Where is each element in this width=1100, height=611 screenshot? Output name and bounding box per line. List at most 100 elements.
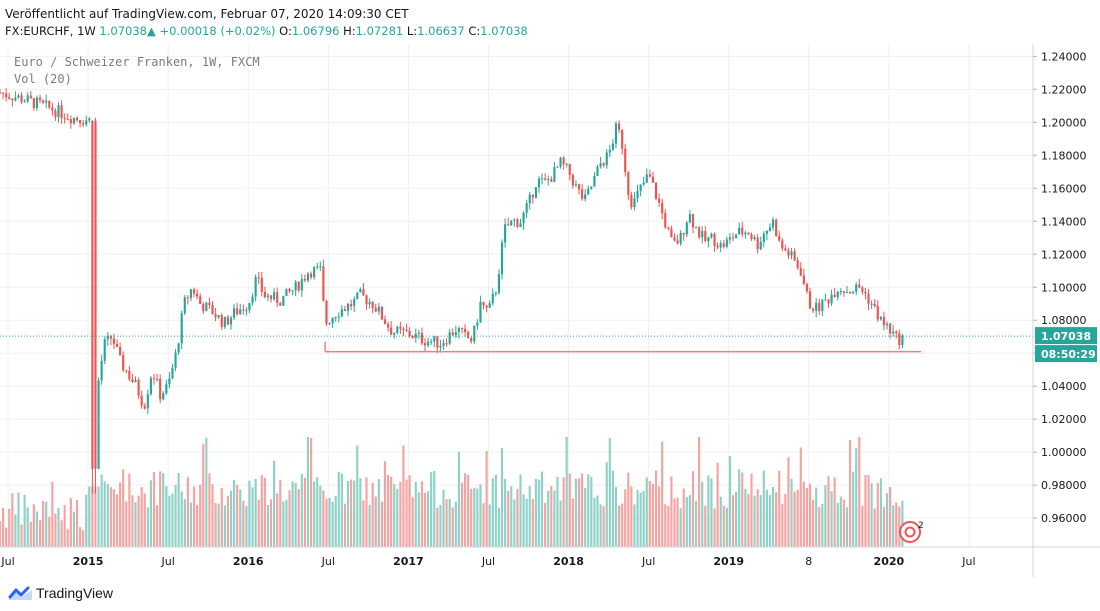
candle-body <box>131 379 134 382</box>
volume-bar <box>306 437 310 547</box>
volume-bar <box>879 478 882 547</box>
y-tick-label: 1.08000 <box>1041 314 1087 327</box>
open-value: 1.06796 <box>291 24 340 38</box>
volume-bar <box>661 441 664 547</box>
volume-bar <box>168 495 171 547</box>
candle-body <box>756 237 759 250</box>
candle-body <box>587 188 590 195</box>
volume-bar <box>112 489 116 547</box>
volume-bar <box>430 472 433 547</box>
candle-body <box>661 202 664 214</box>
y-tick-label: 0.96000 <box>1041 512 1087 525</box>
candle-body <box>408 330 411 336</box>
volume-bar <box>131 495 134 547</box>
volume-bar <box>288 490 291 547</box>
volume-bar <box>45 501 48 547</box>
candle-body <box>507 224 510 226</box>
volume-bar <box>350 479 353 547</box>
candle-body <box>559 157 562 167</box>
volume-bar <box>864 474 867 547</box>
volume-bar <box>624 489 627 547</box>
volume-bar <box>390 476 393 547</box>
candle-body <box>787 250 790 256</box>
plot-background[interactable] <box>0 44 1033 547</box>
candle-body <box>741 227 744 235</box>
y-tick-label: 1.16000 <box>1041 182 1087 195</box>
volume-bar <box>162 473 165 547</box>
price-chart[interactable]: Euro / Schweizer Franken, 1W, FXCM Vol (… <box>0 44 1100 577</box>
y-tick-label: 1.00000 <box>1041 446 1087 459</box>
volume-bar <box>402 445 405 547</box>
volume-bar <box>744 488 747 547</box>
candle-body <box>719 243 722 248</box>
volume-bar <box>704 505 707 547</box>
candle-body <box>177 343 180 353</box>
candle-body <box>667 227 670 229</box>
candle-body <box>38 97 42 101</box>
price-axis[interactable]: 1.24000 1.22000 1.20000 1.18000 1.16000 1.140… <box>1033 50 1087 525</box>
volume-bar <box>94 486 97 547</box>
volume-bar <box>294 482 297 547</box>
volume-bar <box>540 471 544 547</box>
volume-bar <box>103 481 106 547</box>
volume-bar <box>346 481 350 547</box>
volume-bar <box>5 527 8 547</box>
volume-bar <box>534 478 537 547</box>
scroll-to-realtime-icon[interactable]: 2 <box>899 521 924 543</box>
volume-bar <box>217 503 220 547</box>
volume-bar <box>245 505 248 547</box>
volume-bar <box>399 481 402 547</box>
volume-bar <box>519 474 522 547</box>
volume-bar <box>713 508 716 547</box>
volume-bar <box>895 502 898 547</box>
candle-body <box>217 315 220 318</box>
volume-bar <box>642 490 645 547</box>
volume-bar <box>313 481 316 547</box>
volume-bar <box>140 487 143 547</box>
volume-bar <box>0 521 2 547</box>
volume-bar <box>824 485 827 547</box>
volume-bar <box>565 437 568 547</box>
x-tick-label: Jul <box>0 555 14 568</box>
time-axis[interactable]: Jul 2015 Jul 2016 Jul 2017 Jul 2018 Jul 2019 8 2020… <box>0 555 975 568</box>
svg-text:2: 2 <box>918 521 924 531</box>
published-info: Veröffentlicht auf TradingView.com, Febr… <box>5 7 409 21</box>
volume-bar <box>636 490 639 547</box>
volume-bar <box>300 474 303 547</box>
volume-bar <box>802 481 805 547</box>
countdown-label: 08:50:29 <box>1041 348 1096 361</box>
x-tick-label: 2015 <box>73 555 104 568</box>
candle-body <box>72 117 75 124</box>
candle-body <box>673 237 676 241</box>
volume-bar <box>805 488 809 547</box>
volume-bar <box>380 501 383 547</box>
volume-bar <box>51 481 54 547</box>
candle-body <box>239 309 242 315</box>
x-tick-label: 2018 <box>553 555 584 568</box>
volume-bar <box>273 460 276 547</box>
candle-body <box>864 291 867 294</box>
candle-body <box>898 333 901 346</box>
volume-bar <box>171 493 174 547</box>
candle-body <box>716 245 719 248</box>
candle-body <box>842 291 845 293</box>
candle-body <box>115 343 119 347</box>
volume-bar <box>654 470 658 547</box>
volume-bar <box>97 486 100 547</box>
volume-bar <box>882 506 886 547</box>
candle-body <box>574 184 578 186</box>
candle-body <box>365 295 368 305</box>
volume-bar <box>159 471 162 547</box>
candle-body <box>885 323 889 326</box>
candle-body <box>765 231 768 234</box>
candle-body <box>771 219 775 228</box>
tradingview-logo[interactable]: TradingView <box>8 585 113 601</box>
candle-body <box>861 287 864 292</box>
candle-body <box>876 305 879 320</box>
candle-body <box>654 182 658 199</box>
candle-body <box>51 107 54 111</box>
footer: TradingView <box>0 577 1100 611</box>
candle-body <box>722 243 725 247</box>
candle-body <box>664 213 667 228</box>
volume-bar <box>728 456 732 547</box>
